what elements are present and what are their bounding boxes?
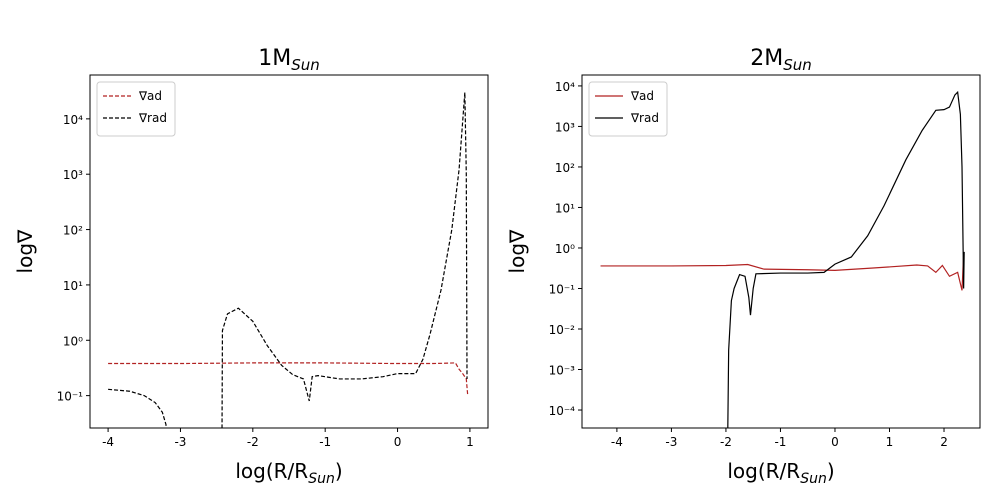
legend-label: ∇rad [630,111,659,125]
x-tick-label: 0 [831,435,839,449]
x-tick-label: -2 [720,435,732,449]
axes-frame [581,74,981,429]
y-tick-label: 10⁰ [555,242,575,256]
y-tick-label: 10⁻² [549,323,576,337]
data-line [108,362,469,396]
x-tick-label: 1 [466,435,474,449]
y-tick-label: 10² [63,224,83,238]
y-tick-label: 10³ [555,120,575,134]
x-label-end: ) [335,459,343,483]
title-sub: Sun [291,56,320,74]
y-tick-label: 10⁻¹ [57,390,84,404]
y-tick-label: 10⁰ [63,334,83,348]
title-sub: Sun [783,56,812,74]
y-tick-label: 10⁻¹ [549,282,576,296]
y-axis-label: log∇ [505,229,529,273]
title-text: 1M [258,46,291,71]
axes-frame [89,74,489,429]
chart-title: 2MSun [750,46,812,74]
legend-label: ∇ad [138,89,162,103]
data-line [600,254,965,291]
x-tick-label: -4 [611,435,623,449]
chart-title: 1MSun [258,46,320,74]
x-label-sub: Sun [308,471,335,487]
y-tick-label: 10⁻³ [549,364,576,378]
x-tick-label: 2 [940,435,948,449]
title-text: 2M [750,46,783,71]
y-axis-label: log∇ [13,229,37,273]
x-axis-label: log(R/RSun) [727,459,834,487]
y-tick-label: 10¹ [555,201,575,215]
x-label-text: log(R/R [727,459,800,483]
x-tick-label: -3 [174,435,186,449]
x-tick-label: -4 [102,435,114,449]
y-tick-label: 10⁴ [63,113,83,127]
y-tick-label: 10³ [63,168,83,182]
x-label-sub: Sun [800,471,827,487]
y-tick-label: 10⁴ [555,80,575,94]
x-tick-label: -2 [247,435,259,449]
x-label-text: log(R/R [235,459,308,483]
x-tick-label: -1 [319,435,331,449]
y-tick-label: 10¹ [63,279,83,293]
data-line [108,92,468,428]
legend-box [96,81,176,137]
x-label-end: ) [827,459,835,483]
data-line [727,90,965,428]
legend-box [588,81,668,137]
y-tick-label: 10² [555,161,575,175]
legend-label: ∇ad [630,89,654,103]
y-tick-label: 10⁻⁴ [549,404,576,418]
x-tick-label: 0 [394,435,402,449]
legend-label: ∇rad [138,111,167,125]
x-axis-label: log(R/RSun) [235,459,342,487]
x-tick-label: 1 [886,435,894,449]
x-tick-label: -3 [665,435,677,449]
x-tick-label: -1 [774,435,786,449]
